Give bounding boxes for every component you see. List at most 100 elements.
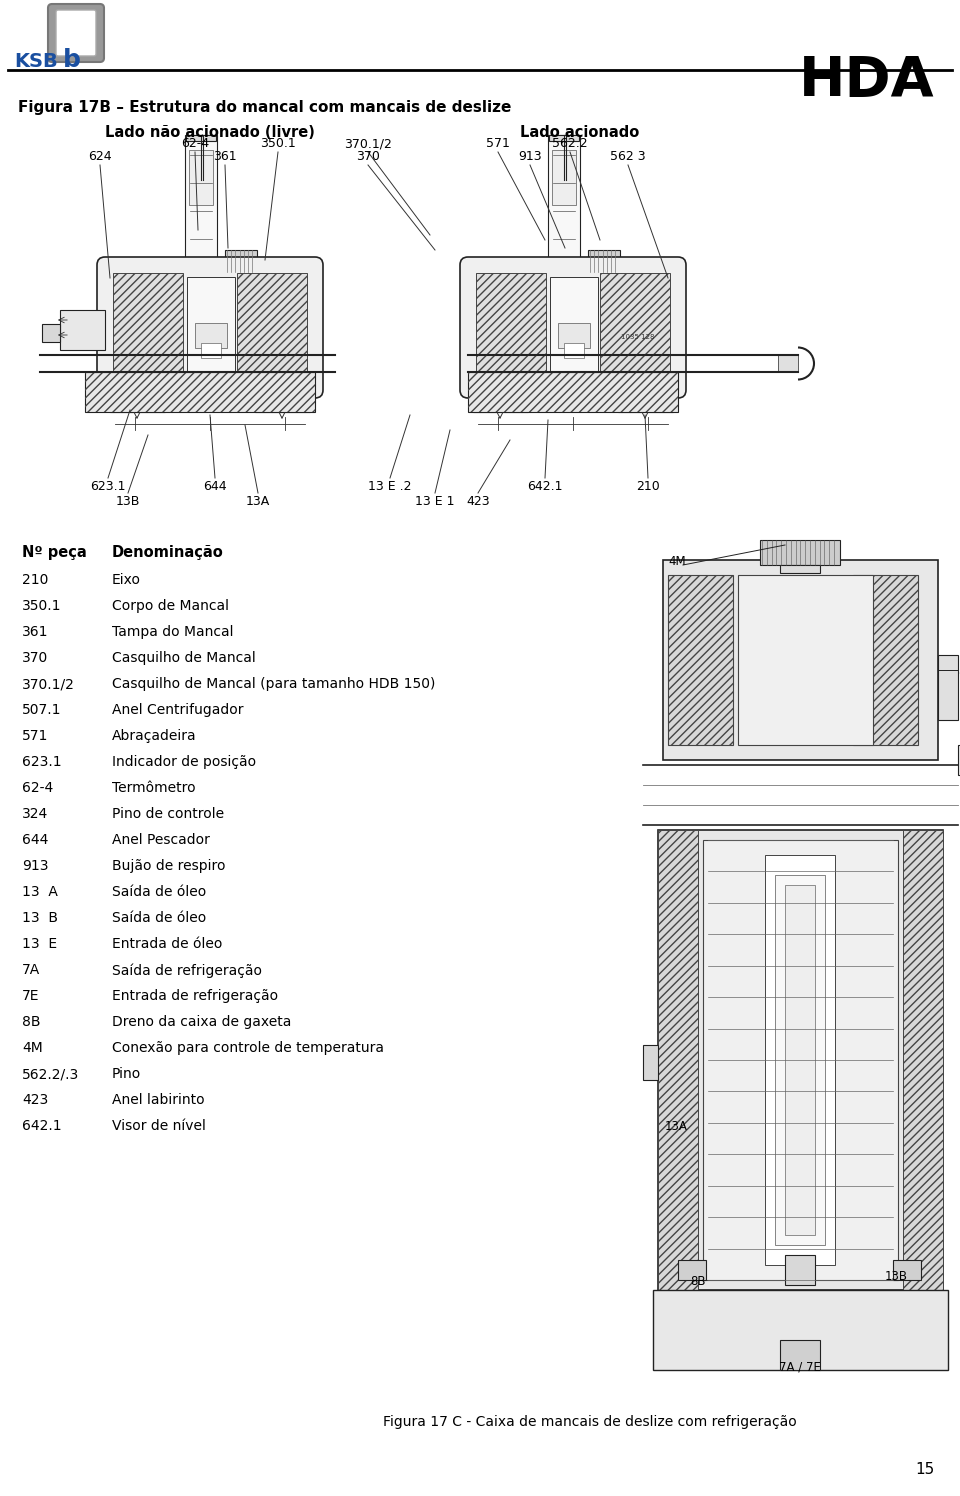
- FancyBboxPatch shape: [56, 10, 96, 55]
- Text: Dreno da caixa de gaxeta: Dreno da caixa de gaxeta: [112, 1014, 292, 1029]
- Bar: [958, 745, 960, 775]
- Bar: [225, 250, 257, 272]
- Text: Tampa do Mancal: Tampa do Mancal: [112, 625, 233, 639]
- Text: Figura 17 C - Caixa de mancais de deslize com refrigeração: Figura 17 C - Caixa de mancais de desliz…: [383, 1415, 797, 1429]
- Bar: [558, 323, 590, 349]
- Text: 13  B: 13 B: [22, 911, 58, 925]
- Bar: [780, 565, 820, 573]
- Bar: [643, 764, 958, 824]
- Text: 210: 210: [22, 573, 48, 586]
- Text: 7A / 7E: 7A / 7E: [780, 1360, 821, 1373]
- Bar: [600, 272, 670, 381]
- Text: Eixo: Eixo: [112, 573, 141, 586]
- Bar: [189, 150, 213, 205]
- Text: Anel Pescador: Anel Pescador: [112, 833, 210, 847]
- Text: 210: 210: [636, 480, 660, 494]
- Text: 913: 913: [518, 150, 541, 163]
- Text: 913: 913: [22, 859, 49, 874]
- Text: 62-4: 62-4: [180, 138, 209, 150]
- Bar: [476, 272, 546, 381]
- Bar: [223, 272, 259, 278]
- Text: 571: 571: [486, 138, 510, 150]
- Text: 623.1: 623.1: [22, 755, 61, 769]
- Text: 13B: 13B: [116, 495, 140, 509]
- Text: Pino: Pino: [112, 1067, 141, 1082]
- Bar: [658, 830, 698, 1290]
- Text: 423: 423: [22, 1094, 48, 1107]
- Text: Entrada de refrigeração: Entrada de refrigeração: [112, 989, 278, 1002]
- Text: 562.2: 562.2: [552, 138, 588, 150]
- Text: 350.1: 350.1: [22, 598, 61, 613]
- Text: Visor de nível: Visor de nível: [112, 1119, 205, 1132]
- Text: 324: 324: [22, 806, 48, 821]
- Bar: [765, 856, 835, 1266]
- Circle shape: [640, 399, 650, 408]
- Text: Denominação: Denominação: [112, 545, 224, 560]
- Text: 13 E 1: 13 E 1: [416, 495, 455, 509]
- Text: Anel labirinto: Anel labirinto: [112, 1094, 204, 1107]
- Text: Indicador de posição: Indicador de posição: [112, 755, 256, 769]
- Bar: [110, 390, 165, 411]
- Text: 7E: 7E: [22, 989, 39, 1002]
- Bar: [550, 265, 578, 272]
- Bar: [195, 323, 227, 349]
- Bar: [663, 560, 938, 760]
- Bar: [186, 135, 216, 141]
- Text: 1035 128: 1035 128: [621, 334, 655, 340]
- Text: Termômetro: Termômetro: [112, 781, 196, 794]
- Bar: [42, 325, 60, 343]
- Bar: [678, 1260, 706, 1281]
- Text: Saída de óleo: Saída de óleo: [112, 886, 206, 899]
- Bar: [237, 272, 307, 381]
- Bar: [187, 277, 235, 378]
- Text: 370: 370: [356, 150, 380, 163]
- Text: Anel Centrifugador: Anel Centrifugador: [112, 703, 244, 717]
- Text: 361: 361: [22, 625, 49, 639]
- Circle shape: [132, 399, 142, 408]
- Bar: [549, 135, 579, 141]
- Bar: [588, 250, 620, 272]
- Bar: [564, 343, 584, 358]
- Bar: [778, 355, 798, 373]
- Text: Nº peça: Nº peça: [22, 545, 86, 560]
- Text: Casquilho de Mancal: Casquilho de Mancal: [112, 651, 255, 666]
- Text: Conexão para controle de temperatura: Conexão para controle de temperatura: [112, 1041, 384, 1055]
- Text: HDA: HDA: [800, 54, 935, 108]
- Bar: [85, 373, 315, 411]
- Bar: [113, 272, 183, 381]
- Text: Abraçadeira: Abraçadeira: [112, 729, 197, 744]
- Bar: [85, 373, 315, 411]
- Bar: [703, 839, 898, 1281]
- Text: 624: 624: [88, 150, 111, 163]
- Text: Saída de óleo: Saída de óleo: [112, 911, 206, 925]
- Bar: [548, 135, 580, 265]
- Text: Pino de controle: Pino de controle: [112, 806, 224, 821]
- Text: 13  E: 13 E: [22, 936, 58, 951]
- Text: 562 3: 562 3: [611, 150, 646, 163]
- Bar: [255, 390, 310, 411]
- FancyBboxPatch shape: [460, 257, 686, 398]
- Text: 361: 361: [213, 150, 237, 163]
- Text: Entrada de óleo: Entrada de óleo: [112, 936, 223, 951]
- Text: 370: 370: [22, 651, 48, 666]
- FancyBboxPatch shape: [48, 4, 104, 61]
- Text: Figura 17B – Estrutura do mancal com mancais de deslize: Figura 17B – Estrutura do mancal com man…: [18, 100, 512, 115]
- Bar: [785, 1255, 815, 1285]
- Bar: [468, 373, 678, 411]
- Text: 13  A: 13 A: [22, 886, 58, 899]
- Bar: [473, 390, 528, 411]
- Text: 370.1/2: 370.1/2: [344, 138, 392, 150]
- Bar: [903, 830, 943, 1290]
- Text: b: b: [63, 48, 81, 72]
- Text: 13B: 13B: [885, 1270, 908, 1284]
- Text: Casquilho de Mancal (para tamanho HDB 150): Casquilho de Mancal (para tamanho HDB 15…: [112, 678, 436, 691]
- Bar: [853, 574, 918, 745]
- Bar: [648, 560, 953, 1370]
- Text: 623.1: 623.1: [90, 480, 126, 494]
- Text: Saída de refrigeração: Saída de refrigeração: [112, 963, 262, 977]
- Text: 8B: 8B: [690, 1275, 706, 1288]
- Text: 644: 644: [204, 480, 227, 494]
- Text: 13 E .2: 13 E .2: [369, 480, 412, 494]
- Bar: [187, 265, 215, 272]
- Bar: [468, 373, 678, 411]
